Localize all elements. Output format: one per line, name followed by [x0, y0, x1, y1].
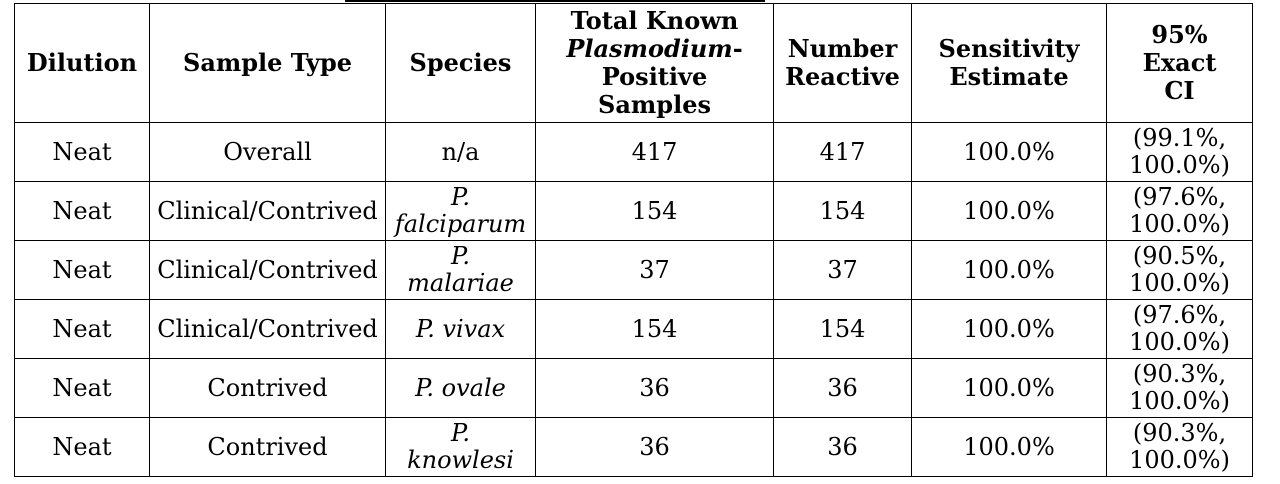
header-exact-ci: 95% Exact CI [1106, 3, 1253, 123]
cell-total: 37 [535, 240, 774, 300]
cell-reactive: 154 [773, 299, 912, 359]
cell-species: P. vivax [385, 299, 536, 359]
cell-sample-type: Clinical/Contrived [149, 240, 386, 300]
cell-sample-type: Clinical/Contrived [149, 299, 386, 359]
header-total-known: Total Known Plasmodium- Positive Samples [535, 3, 774, 123]
cell-total: 36 [535, 417, 774, 477]
cell-sample-type: Contrived [149, 358, 386, 418]
cell-sensitivity: 100.0% [911, 240, 1107, 300]
header-total-known-line1: Total Known [570, 6, 739, 35]
table-row: Neat Overall n/a 417 417 100.0% (99.1%, 1… [14, 122, 1253, 182]
cell-species: P. knowlesi [385, 417, 536, 477]
cell-sample-type: Overall [149, 122, 386, 182]
header-species: Species [385, 3, 536, 123]
cell-sample-type: Clinical/Contrived [149, 181, 386, 241]
cell-dilution: Neat [14, 358, 150, 418]
header-total-known-line3: Positive [601, 62, 708, 91]
table-row: Neat Contrived P. ovale 36 36 100.0% (90… [14, 358, 1253, 418]
cell-dilution: Neat [14, 181, 150, 241]
header-sensitivity-estimate: Sensitivity Estimate [911, 3, 1107, 123]
table-row: Neat Contrived P. knowlesi 36 36 100.0% (… [14, 417, 1253, 477]
table-row: Neat Clinical/Contrived P. vivax 154 154… [14, 299, 1253, 359]
cell-sensitivity: 100.0% [911, 299, 1107, 359]
cell-ci: (97.6%, 100.0%) [1106, 181, 1253, 241]
cell-dilution: Neat [14, 240, 150, 300]
header-total-known-line4: Samples [598, 90, 711, 119]
cell-species: P. malariae [385, 240, 536, 300]
cell-sensitivity: 100.0% [911, 122, 1107, 182]
cell-reactive: 417 [773, 122, 912, 182]
cell-dilution: Neat [14, 417, 150, 477]
header-row: Dilution Sample Type Species Total Known… [14, 3, 1253, 123]
cell-species: P. falciparum [385, 181, 536, 241]
cell-sensitivity: 100.0% [911, 417, 1107, 477]
header-total-known-line2: Plasmodium- [566, 34, 743, 63]
table-row: Neat Clinical/Contrived P. malariae 37 37… [14, 240, 1253, 300]
header-number-reactive: Number Reactive [773, 3, 912, 123]
cell-reactive: 37 [773, 240, 912, 300]
cell-ci: (90.5%, 100.0%) [1106, 240, 1253, 300]
cell-dilution: Neat [14, 122, 150, 182]
cell-ci: (99.1%, 100.0%) [1106, 122, 1253, 182]
cell-ci: (90.3%, 100.0%) [1106, 358, 1253, 418]
cell-total: 36 [535, 358, 774, 418]
cell-ci: (90.3%, 100.0%) [1106, 417, 1253, 477]
cell-reactive: 36 [773, 358, 912, 418]
cell-species: P. ovale [385, 358, 536, 418]
cell-total: 154 [535, 181, 774, 241]
table-row: Neat Clinical/Contrived P. falciparum 154… [14, 181, 1253, 241]
cell-total: 154 [535, 299, 774, 359]
header-dilution: Dilution [14, 3, 150, 123]
cell-sensitivity: 100.0% [911, 181, 1107, 241]
cell-reactive: 154 [773, 181, 912, 241]
clipped-caption-line [345, 0, 765, 2]
cell-dilution: Neat [14, 299, 150, 359]
cell-sensitivity: 100.0% [911, 358, 1107, 418]
cell-species: n/a [385, 122, 536, 182]
sensitivity-table: Dilution Sample Type Species Total Known… [14, 3, 1253, 477]
header-sample-type: Sample Type [149, 3, 386, 123]
cell-total: 417 [535, 122, 774, 182]
cell-sample-type: Contrived [149, 417, 386, 477]
cell-ci: (97.6%, 100.0%) [1106, 299, 1253, 359]
cell-reactive: 36 [773, 417, 912, 477]
